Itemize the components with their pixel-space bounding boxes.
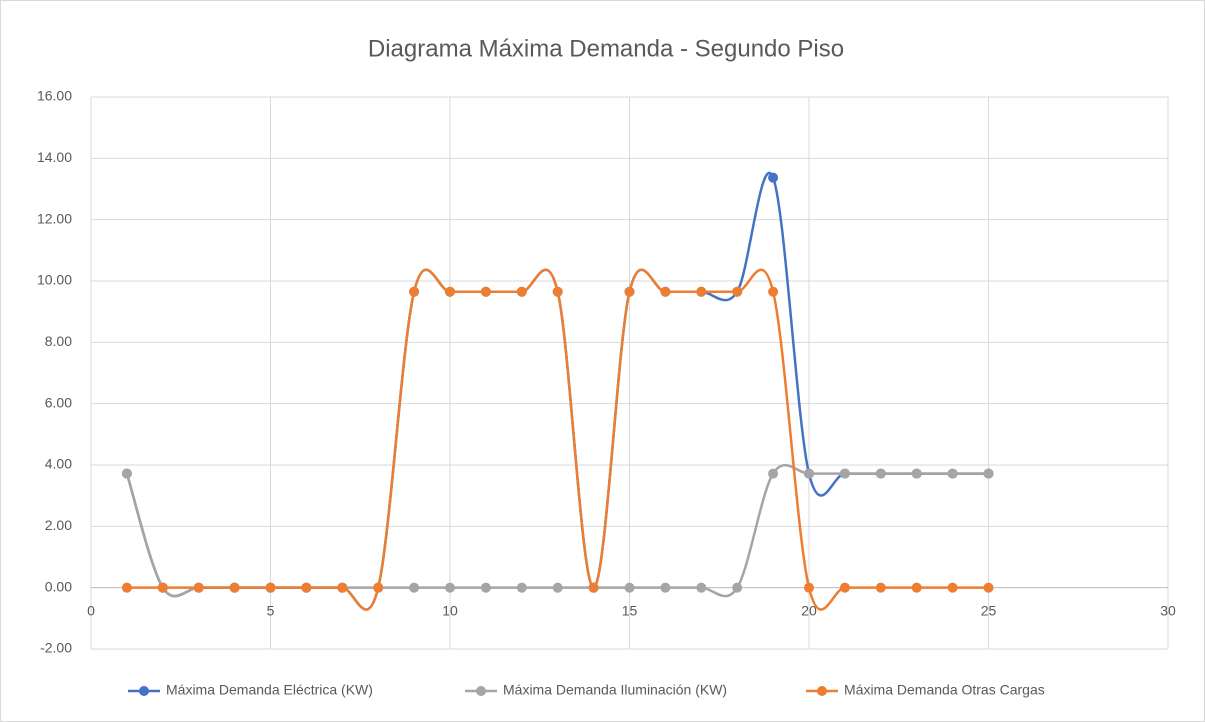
y-tick-label: -2.00 bbox=[40, 640, 72, 656]
chart-title: Diagrama Máxima Demanda - Segundo Piso bbox=[368, 35, 844, 62]
point bbox=[983, 468, 994, 479]
y-tick-label: 8.00 bbox=[45, 333, 72, 349]
legend-marker bbox=[476, 686, 486, 696]
point bbox=[552, 286, 563, 297]
point bbox=[696, 582, 707, 593]
point bbox=[409, 582, 420, 593]
point bbox=[732, 286, 743, 297]
x-tick-label: 15 bbox=[622, 602, 638, 618]
legend-label: Máxima Demanda Eléctrica (KW) bbox=[166, 682, 373, 698]
point bbox=[301, 582, 312, 593]
y-tick-label: 4.00 bbox=[45, 456, 72, 472]
point bbox=[947, 468, 958, 479]
point bbox=[588, 582, 599, 593]
point bbox=[875, 468, 886, 479]
x-tick-label: 20 bbox=[801, 602, 817, 618]
legend-marker bbox=[139, 686, 149, 696]
point bbox=[660, 286, 671, 297]
point bbox=[624, 286, 635, 297]
point bbox=[732, 582, 743, 593]
point bbox=[768, 172, 779, 183]
x-tick-label: 30 bbox=[1160, 602, 1176, 618]
point bbox=[480, 582, 491, 593]
point bbox=[121, 582, 132, 593]
point bbox=[875, 582, 886, 593]
point bbox=[373, 582, 384, 593]
x-tick-label: 5 bbox=[267, 602, 275, 618]
point bbox=[445, 582, 455, 593]
legend-label: Máxima Demanda Otras Cargas bbox=[844, 682, 1045, 698]
y-tick-label: 2.00 bbox=[45, 517, 72, 533]
y-tick-label: 0.00 bbox=[45, 578, 72, 594]
point bbox=[480, 286, 491, 297]
point bbox=[337, 582, 348, 593]
point bbox=[265, 582, 276, 593]
y-tick-label: 12.00 bbox=[37, 210, 72, 226]
point bbox=[552, 582, 563, 593]
point bbox=[193, 582, 204, 593]
point bbox=[157, 582, 168, 593]
point bbox=[696, 286, 707, 297]
point bbox=[983, 582, 994, 593]
y-tick-label: 10.00 bbox=[37, 272, 72, 288]
point bbox=[839, 468, 850, 479]
point bbox=[409, 286, 420, 297]
point bbox=[121, 468, 132, 479]
legend-marker bbox=[817, 686, 827, 696]
point bbox=[660, 582, 671, 593]
y-tick-label: 6.00 bbox=[45, 394, 72, 410]
point bbox=[804, 582, 814, 593]
point bbox=[911, 582, 922, 593]
y-tick-label: 16.00 bbox=[37, 88, 72, 104]
legend-label: Máxima Demanda Iluminación (KW) bbox=[503, 682, 727, 698]
point bbox=[768, 286, 779, 297]
y-tick-label: 14.00 bbox=[37, 149, 72, 165]
x-tick-label: 25 bbox=[981, 602, 997, 618]
point bbox=[229, 582, 240, 593]
x-tick-label: 10 bbox=[442, 602, 458, 618]
point bbox=[804, 468, 814, 479]
point bbox=[516, 286, 527, 297]
point bbox=[911, 468, 922, 479]
point bbox=[624, 582, 635, 593]
point bbox=[947, 582, 958, 593]
point bbox=[516, 582, 527, 593]
x-tick-label: 0 bbox=[87, 602, 95, 618]
point bbox=[768, 468, 779, 479]
point bbox=[839, 582, 850, 593]
point bbox=[445, 286, 455, 297]
